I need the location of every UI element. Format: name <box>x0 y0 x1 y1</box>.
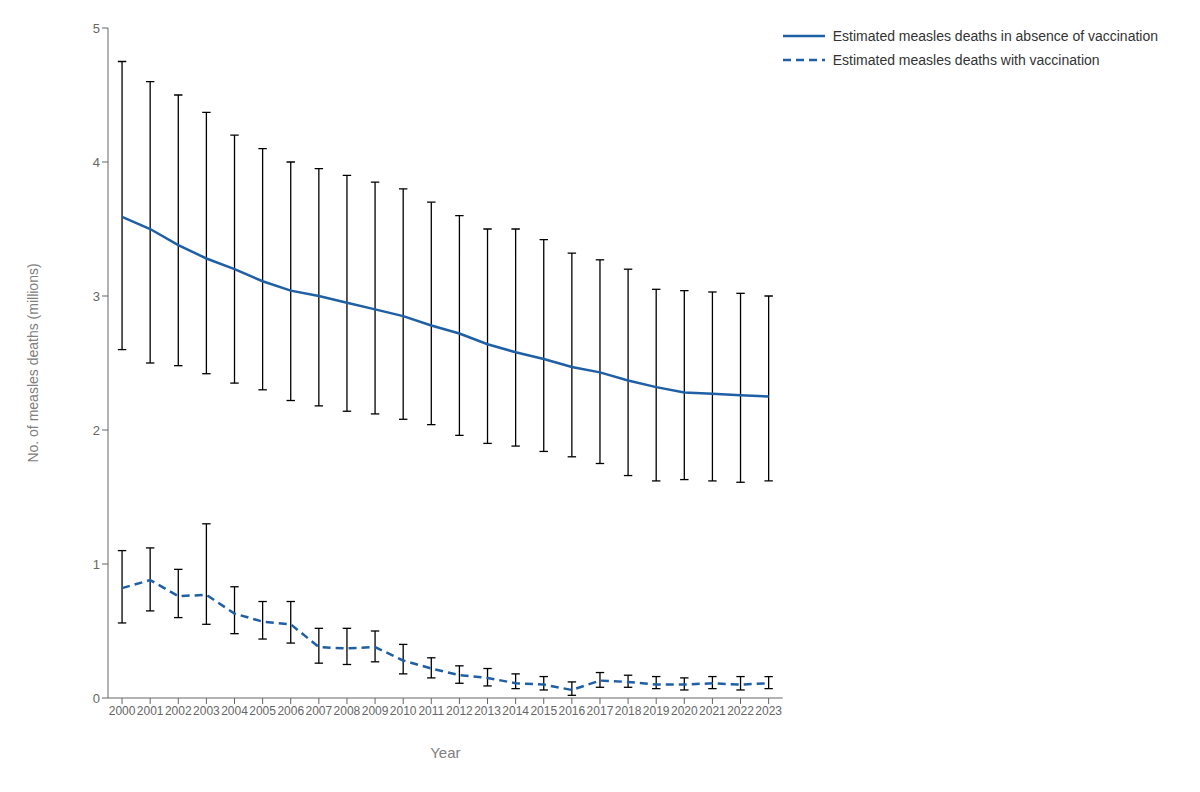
svg-text:2: 2 <box>93 423 100 438</box>
svg-text:2017: 2017 <box>587 704 614 718</box>
svg-text:2021: 2021 <box>699 704 726 718</box>
svg-text:2010: 2010 <box>390 704 417 718</box>
svg-text:No. of measles deaths (million: No. of measles deaths (millions) <box>25 263 41 462</box>
svg-text:2015: 2015 <box>530 704 557 718</box>
svg-text:3: 3 <box>93 289 100 304</box>
svg-text:0: 0 <box>93 691 100 706</box>
svg-text:2009: 2009 <box>362 704 389 718</box>
svg-text:2005: 2005 <box>249 704 276 718</box>
svg-text:2004: 2004 <box>221 704 248 718</box>
svg-text:Year: Year <box>430 744 460 761</box>
svg-text:2001: 2001 <box>137 704 164 718</box>
svg-text:2023: 2023 <box>755 704 782 718</box>
svg-text:1: 1 <box>93 557 100 572</box>
svg-text:2008: 2008 <box>334 704 361 718</box>
svg-text:2013: 2013 <box>474 704 501 718</box>
svg-text:2011: 2011 <box>418 704 444 718</box>
svg-text:2020: 2020 <box>671 704 698 718</box>
svg-text:2014: 2014 <box>502 704 529 718</box>
svg-text:4: 4 <box>93 155 100 170</box>
svg-text:2007: 2007 <box>305 704 332 718</box>
svg-text:2012: 2012 <box>446 704 473 718</box>
svg-text:2016: 2016 <box>559 704 586 718</box>
svg-text:2018: 2018 <box>615 704 642 718</box>
html-text:Estimated measles deaths with: Estimated measles deaths with vaccinatio… <box>832 52 1100 68</box>
svg-text:2003: 2003 <box>193 704 220 718</box>
html-text:Estimated measles deaths in ab: Estimated measles deaths in absence of v… <box>832 28 1158 44</box>
svg-text:2002: 2002 <box>165 704 192 718</box>
svg-text:2006: 2006 <box>277 704 304 718</box>
svg-text:2019: 2019 <box>643 704 670 718</box>
svg-text:2000: 2000 <box>109 704 136 718</box>
svg-text:5: 5 <box>93 21 100 36</box>
svg-text:2022: 2022 <box>727 704 754 718</box>
